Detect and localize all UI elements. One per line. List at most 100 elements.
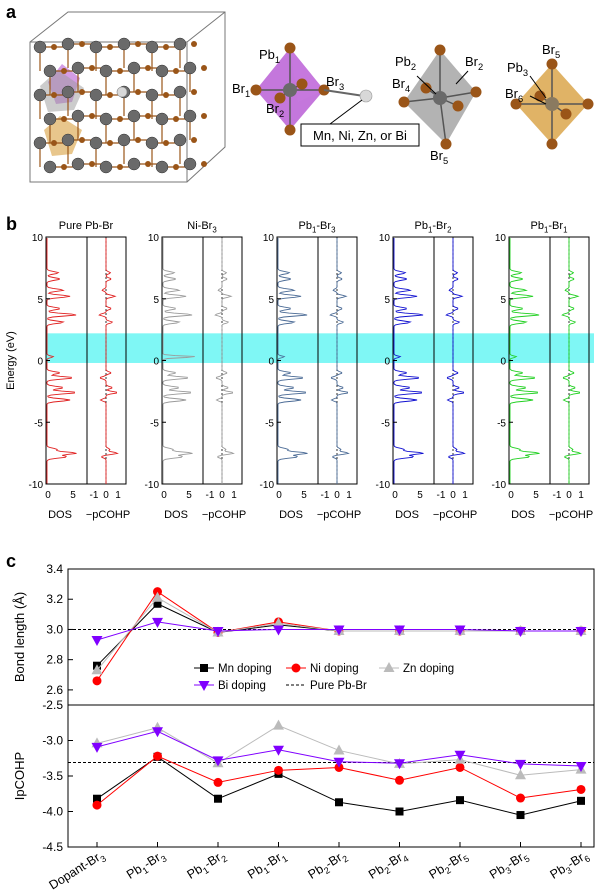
panel-b-label: b <box>6 214 17 234</box>
br-atom <box>51 44 57 50</box>
legend-swatch-marker <box>291 663 301 673</box>
ipcohp-series-bi <box>91 727 587 773</box>
ytick-label: 5 <box>384 295 390 306</box>
ytick-label: 3.0 <box>46 622 63 636</box>
data-point <box>92 676 102 686</box>
br-atom <box>546 58 558 70</box>
chart-frame <box>67 568 595 848</box>
pb-atom <box>117 37 131 51</box>
br-atom <box>470 86 482 98</box>
br-atom <box>440 138 452 150</box>
cohp-xtick-label: -1 <box>437 490 446 501</box>
pb-atom <box>145 40 159 54</box>
cohp-xtick-label: 0 <box>334 490 340 501</box>
data-point <box>516 811 525 820</box>
pointer <box>529 95 547 105</box>
pointer <box>455 70 469 85</box>
br-atom <box>434 44 446 56</box>
legend-label: Pure Pb-Br <box>310 680 367 692</box>
pb3-atom <box>545 97 559 111</box>
ytick-label: -10 <box>376 480 391 491</box>
data-point <box>455 762 465 772</box>
cohp-axis-label: −pCOHP <box>86 509 130 521</box>
pointer <box>529 75 547 99</box>
dos-xtick-label: 0 <box>392 490 398 501</box>
ytick-label: 10 <box>148 233 160 244</box>
pb-atom <box>173 85 187 99</box>
ytick-label: -10 <box>492 480 507 491</box>
bond-length-series-bi <box>91 617 587 647</box>
ytick-label: -5 <box>497 418 506 429</box>
br-atom <box>117 116 123 122</box>
cohp-xtick-label: 1 <box>115 490 121 501</box>
dopant-label-text: Mn, Ni, Zn, or Bi <box>313 128 407 143</box>
data-point <box>273 625 284 636</box>
br-atom <box>163 44 169 50</box>
data-point <box>576 784 586 794</box>
br-atom <box>284 124 296 136</box>
label-br2: Br2 <box>266 101 284 119</box>
br-atom <box>79 89 85 95</box>
data-point <box>456 796 464 805</box>
data-point <box>273 719 284 730</box>
data-point <box>395 807 404 816</box>
dopant-bond <box>323 89 365 97</box>
ytick-label: -5 <box>150 418 159 429</box>
legend-label: Bi doping <box>218 680 266 692</box>
ytick-label: 3.4 <box>46 562 63 576</box>
br-atom <box>107 140 113 146</box>
data-point <box>152 591 163 602</box>
data-point <box>454 750 466 761</box>
dos-xtick-label: 0 <box>161 490 167 501</box>
pb2-atom <box>433 91 447 105</box>
cohp-xtick-label: -1 <box>90 490 99 501</box>
panel-c-label: c <box>6 551 17 571</box>
data-point <box>273 745 284 756</box>
panel-c-bond-chart: 3.4 3.2 3.0 2.8 2.6-2.5 -3.0 -3.5 -4.0 -4.5 Bond … <box>12 562 595 892</box>
cohp-axis-label: −pCOHP <box>433 509 477 521</box>
cohp-xtick-label: 1 <box>578 490 584 501</box>
ytick-label: 5 <box>268 295 274 306</box>
ytick-label: 0 <box>268 357 274 368</box>
pb-atom <box>61 133 75 147</box>
pb-atom <box>99 112 113 126</box>
pb-atom <box>33 40 47 54</box>
cohp-curve <box>98 238 119 484</box>
xtick-label: Pb2-Br4 <box>366 848 410 884</box>
br-atom <box>191 89 197 95</box>
br-atom <box>510 98 522 110</box>
label-br1: Br1 <box>232 81 250 99</box>
data-point <box>515 769 526 780</box>
panel-b-ylabel: Energy (eV) <box>5 331 17 390</box>
ytick-label: 2.8 <box>46 653 63 667</box>
br-atom <box>61 164 67 170</box>
cohp-curve <box>445 238 466 484</box>
cohp-xtick-label: -1 <box>553 490 562 501</box>
ytick-label: 3.2 <box>46 592 63 606</box>
dos-axis-label: DOS <box>395 509 419 521</box>
xtick-label: Pb3-Br5 <box>487 848 531 884</box>
legend-swatch-marker <box>198 681 210 691</box>
pb-atom <box>145 136 159 150</box>
data-point <box>333 744 345 755</box>
ytick-label: 10 <box>379 233 391 244</box>
ytick-label: 10 <box>263 233 275 244</box>
pb-atom <box>155 64 169 78</box>
label-pb2: Pb2 <box>395 54 416 72</box>
br-atom <box>201 161 207 167</box>
ytick-label: -10 <box>260 480 275 491</box>
data-point <box>212 626 224 637</box>
legend-label: Zn doping <box>403 663 454 675</box>
br-atom <box>201 65 207 71</box>
br-atom <box>173 68 179 74</box>
data-point <box>335 798 343 807</box>
data-point <box>516 793 525 803</box>
ytick-label: -3.0 <box>42 734 63 748</box>
dos-xtick-label: 0 <box>276 490 282 501</box>
pb-atom <box>99 160 113 174</box>
br-atom <box>135 137 141 143</box>
br-atom <box>61 116 67 122</box>
br-atom <box>145 113 151 119</box>
br-atom <box>51 140 57 146</box>
